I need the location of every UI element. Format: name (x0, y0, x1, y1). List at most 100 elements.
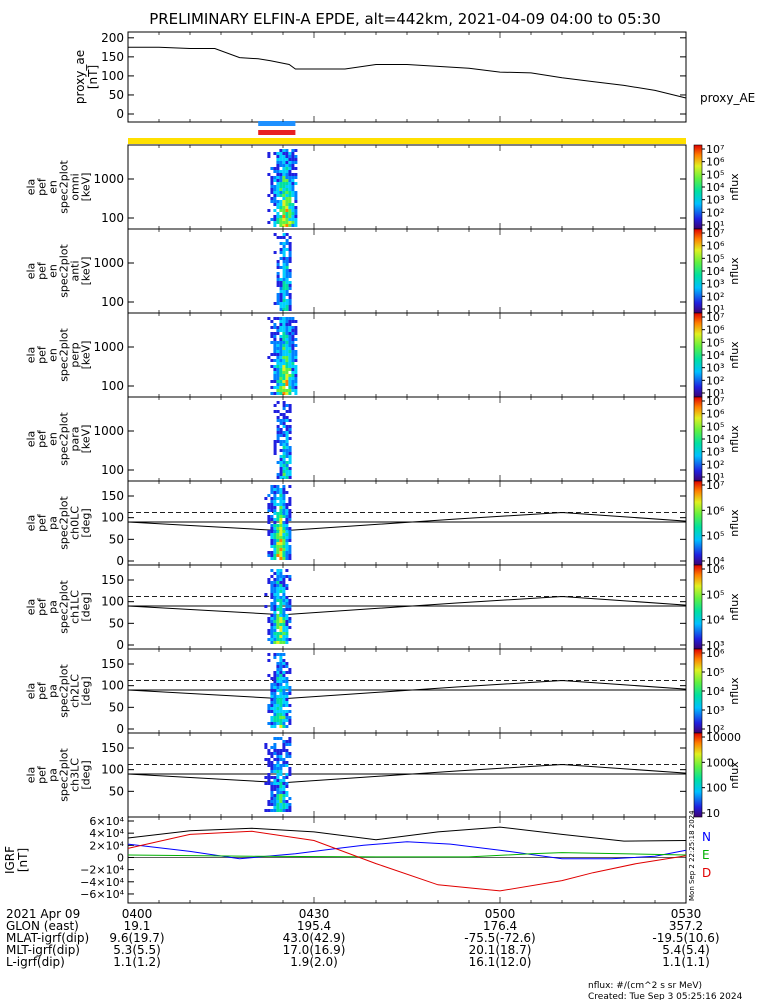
spectrogram-cell (267, 722, 271, 725)
spectrogram-cell (282, 266, 286, 269)
panel-ylabel-line: anti (69, 260, 82, 281)
spectrogram-cell (279, 584, 283, 587)
colorbar-tick-label: 10⁷ (706, 227, 724, 240)
pitch-ytick-label: 150 (101, 741, 124, 755)
spectrogram-cell (282, 614, 286, 617)
spectrogram-cell (276, 749, 280, 752)
colorbar-tick-label: 10⁴ (706, 181, 725, 194)
spectrogram-cell (285, 626, 289, 629)
spectrogram-cell (285, 455, 289, 458)
spectrogram-cell (285, 383, 289, 386)
orbit-row-label: L-igrf(dip) (6, 955, 65, 969)
spectrogram-cell (282, 425, 286, 428)
spectrogram-cell (285, 764, 289, 767)
spectrogram-cell (285, 686, 289, 689)
spectrogram-cell (285, 623, 289, 626)
spectrogram-cell (279, 797, 283, 800)
panel-ylabel-line: [deg] (80, 676, 93, 705)
spectrogram-cell (282, 602, 286, 605)
panel-ylabel-line: en (47, 180, 60, 194)
spectrogram-cell (270, 707, 274, 710)
spectrogram-cell (288, 392, 292, 395)
spectrogram-cell (279, 353, 283, 356)
spectrogram-cell (276, 782, 280, 785)
spectrogram-cell (282, 383, 286, 386)
spectrogram-cell (276, 683, 280, 686)
spectrogram-cell (276, 281, 280, 284)
spectrogram-cell (264, 593, 268, 596)
spectrogram-cell (276, 383, 280, 386)
spectrogram-cell (282, 158, 286, 161)
spectrogram-cell (288, 158, 292, 161)
spectrogram-cell (276, 317, 280, 320)
colorbar-tick-label: 100 (706, 782, 727, 795)
spectrogram-cell (276, 236, 280, 239)
colorbar-tick-label: 10³ (706, 704, 724, 717)
spectrogram-cell (294, 365, 298, 368)
spectrogram-cell (279, 443, 283, 446)
spectrogram-cell (285, 194, 289, 197)
spectrogram-cell (276, 260, 280, 263)
spectrogram-cell (273, 332, 277, 335)
loss-cone-line (127, 679, 687, 700)
spectrogram-cell (273, 350, 277, 353)
spectrogram-cell (285, 152, 289, 155)
spectrogram-ytick-label: 1000 (93, 340, 124, 354)
spectrogram-cell (285, 533, 289, 536)
spectrogram-cell (279, 506, 283, 509)
spectrogram-cell (282, 764, 286, 767)
spectrogram-cell (294, 344, 298, 347)
colorbar-tick-label: 10² (706, 290, 724, 303)
spectrogram-cell (267, 638, 271, 641)
spectrogram-cell (279, 488, 283, 491)
spectrogram-cell (270, 770, 274, 773)
spectrogram-cell (288, 197, 292, 200)
panel-ylabel-line: [deg] (80, 508, 93, 537)
spectrogram-cell (285, 350, 289, 353)
spectrogram-cell (285, 704, 289, 707)
spectrogram-cell (279, 701, 283, 704)
spectrogram-cell (279, 698, 283, 701)
spectrogram-cell (288, 152, 292, 155)
spectrogram-cell (270, 638, 274, 641)
spectrogram-cell (273, 617, 277, 620)
spectrogram-cell (276, 623, 280, 626)
spectrogram-cell (291, 386, 295, 389)
spectrogram-cell (285, 518, 289, 521)
colorbar-tick-label: 10⁶ (706, 240, 725, 253)
spectrogram-cell (279, 551, 283, 554)
spectrogram-cell (294, 359, 298, 362)
spectrogram-cell (288, 356, 292, 359)
igrf-ylabel-line: IGRF (3, 846, 17, 874)
spectrogram-cell (282, 224, 286, 227)
spectrogram-cell (285, 212, 289, 215)
spectrogram-cell (288, 236, 292, 239)
orbit-row-value: 0400 (122, 907, 153, 921)
spectrogram-cell (288, 365, 292, 368)
spectrogram-cell (276, 353, 280, 356)
spectrogram-cell (288, 617, 292, 620)
spectrogram-cell (282, 299, 286, 302)
spectrogram-cell (288, 260, 292, 263)
spectrogram-cell (282, 305, 286, 308)
spectrogram-cell (276, 194, 280, 197)
spectrogram-cell (267, 800, 271, 803)
spectrogram-cell (279, 359, 283, 362)
spectrogram-cell (282, 170, 286, 173)
spectrogram-cell (285, 320, 289, 323)
spectrogram-cell (276, 434, 280, 437)
spectrogram-cell (270, 491, 274, 494)
panel-ylabel-line: spec2plot (58, 664, 71, 718)
spectrogram-cell (285, 185, 289, 188)
spectrogram-cell (288, 257, 292, 260)
colorbar-tick-label: 10⁴ (706, 555, 725, 568)
spectrogram-cell (273, 326, 277, 329)
spectrogram-cell (279, 290, 283, 293)
spectrogram-cell (282, 365, 286, 368)
spectrogram-cell (291, 332, 295, 335)
spectrogram-cell (282, 281, 286, 284)
spectrogram-cell (282, 347, 286, 350)
spectrogram-cell (285, 164, 289, 167)
spectrogram-cell (279, 617, 283, 620)
spectrogram-cell (282, 392, 286, 395)
